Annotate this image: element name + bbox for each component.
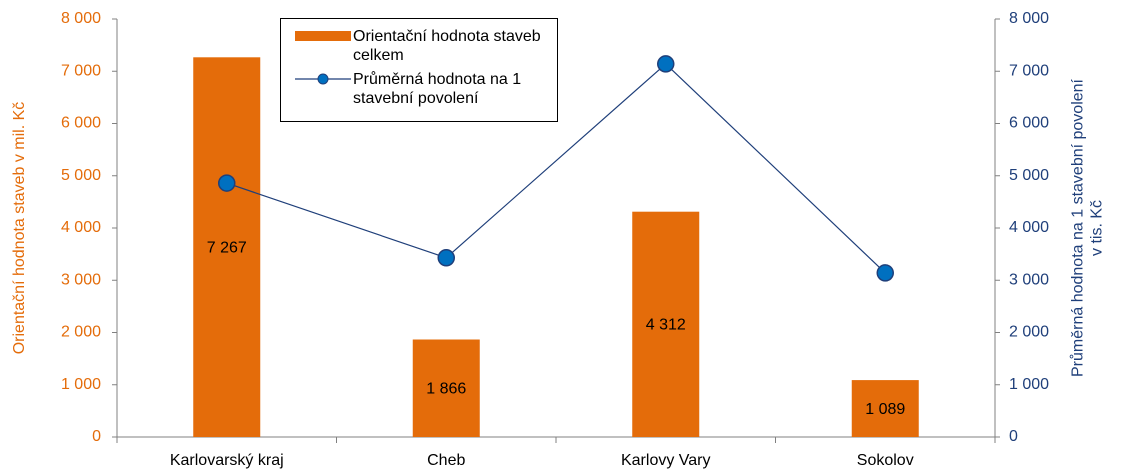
y2-axis-title: Průměrná hodnota na 1 stavební povolení [1069,78,1087,377]
legend-swatch-bar [295,31,351,41]
y2-tick-label: 7 000 [1009,62,1049,79]
y2-tick-label: 3 000 [1009,271,1049,288]
y-tick-label: 8 000 [61,10,101,27]
y2-tick-label: 5 000 [1009,167,1049,184]
line [226,63,886,274]
y2-axis-title: v tis. Kč [1089,200,1106,256]
bar [412,339,480,437]
y-tick-label: 6 000 [61,115,101,132]
y2-tick-label: 2 000 [1009,324,1049,341]
bar-value-label: 1 866 [426,380,466,397]
x-tick-label: Cheb [427,452,465,469]
line-marker [218,174,236,192]
bar-value-label: 4 312 [646,317,686,334]
line-marker [437,249,455,267]
y-axis-title: Orientační hodnota staveb v mil. Kč [11,102,28,355]
legend-label: Orientační hodnota staveb celkem [353,28,541,64]
y-tick-label: 2 000 [61,324,101,341]
y-tick-label: 5 000 [61,167,101,184]
bar-value-label: 7 267 [207,239,247,256]
bar [193,57,261,437]
line-marker [657,55,675,73]
y2-tick-label: 4 000 [1009,219,1049,236]
y-tick-label: 0 [92,428,101,445]
y-tick-label: 1 000 [61,376,101,393]
y2-tick-label: 8 000 [1009,10,1049,27]
y2-tick-label: 6 000 [1009,115,1049,132]
y2-tick-label: 1 000 [1009,376,1049,393]
bar [632,211,700,437]
legend: Orientační hodnota staveb celkem Průměrn… [280,18,558,122]
line-marker [876,264,894,282]
x-tick-label: Sokolov [857,452,914,469]
legend-swatch-marker [317,73,329,85]
y-tick-label: 4 000 [61,219,101,236]
y2-tick-label: 0 [1009,428,1018,445]
y-tick-label: 3 000 [61,271,101,288]
y-tick-label: 7 000 [61,62,101,79]
legend-swatches [295,31,351,85]
bar [851,380,919,437]
legend-label: Průměrná hodnota na 1 stavební povolení [353,71,522,107]
bar-value-label: 1 089 [865,401,905,418]
x-tick-label: Karlovy Vary [621,452,711,469]
x-tick-label: Karlovarský kraj [170,452,284,469]
